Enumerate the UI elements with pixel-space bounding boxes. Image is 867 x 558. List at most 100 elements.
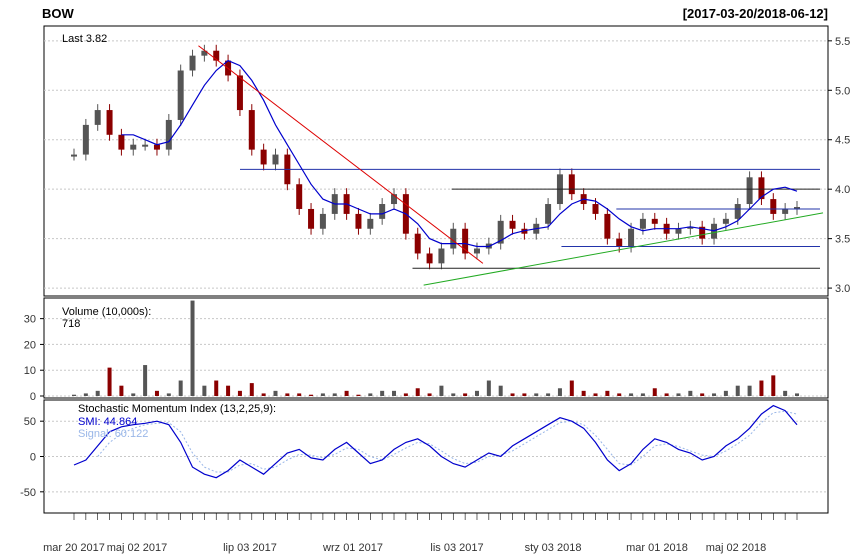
price-bar [450,228,457,249]
price-bar [628,228,635,247]
price-bar [71,154,77,157]
price-bar [473,248,480,254]
price-bar [189,55,196,71]
price-bar [794,206,800,209]
volume-bar [214,380,219,396]
price-bar [248,110,255,150]
price-bar [118,134,125,150]
volume-bar [273,390,278,396]
volume-bar [297,393,302,396]
price-bar [177,70,184,120]
smi-signal-value-label: Signal: 60.122 [78,428,148,440]
price-bar [94,110,101,125]
smi-tick-label: 50 [24,416,36,428]
price-tick-label: 4.0 [835,184,850,196]
volume-bar [712,393,717,396]
volume-bar [249,383,254,396]
volume-bar [510,393,515,396]
price-tick-label: 4.5 [835,135,850,147]
volume-bar [190,300,195,396]
moving-average-line [121,59,798,248]
price-bar [153,144,160,150]
price-bar [746,177,753,205]
volume-bar [72,394,76,396]
volume-label: Volume (10,000s): [62,306,151,318]
volume-bar [226,385,231,396]
volume-bar [143,365,148,396]
uptrend-line [423,212,824,286]
price-bar [165,119,172,150]
price-bar [568,174,575,195]
volume-bar [593,393,598,396]
volume-bar [688,390,693,396]
volume-bar [735,385,740,396]
price-bar [260,149,267,165]
price-bar [758,177,765,200]
price-bar [734,204,741,219]
volume-bar [795,393,799,396]
price-bar [462,228,469,254]
volume-bar [451,393,456,396]
price-bar [651,218,658,224]
x-tick-label: maj 02 2018 [706,542,767,554]
volume-bar [392,390,397,396]
price-tick-label: 5.5 [835,36,850,48]
volume-bar [652,388,657,396]
volume-bar [261,393,266,396]
date-range: [2017-03-20/2018-06-12] [682,6,828,21]
volume-bar [617,393,622,396]
volume-panel [43,297,829,399]
volume-bar [368,393,373,396]
volume-bar [320,393,325,396]
price-bar [722,218,729,224]
price-bar [319,213,326,229]
last-price-label: Last 3.82 [62,33,107,45]
price-bar [367,218,374,229]
volume-bar [83,393,88,396]
price-tick-label: 5.0 [835,85,850,97]
volume-bar [202,385,207,396]
price-bar [414,233,421,254]
price-bar [426,253,433,264]
price-bar [142,144,149,147]
volume-bar [759,380,764,396]
volume-bar [557,388,562,396]
price-bar [604,213,611,239]
ticker-title: BOW [42,6,74,21]
price-bar [497,220,504,244]
volume-tick-label: 10 [24,365,36,377]
volume-bar [640,393,645,396]
volume-bar [309,394,314,396]
volume-bar [344,390,349,396]
x-tick-label: maj 02 2017 [107,542,168,554]
price-bar [616,238,623,247]
volume-bar [380,390,385,396]
volume-bar [332,393,337,396]
smi-signal-line [97,410,798,473]
volume-bar [747,385,752,396]
volume-bar [415,388,420,396]
volume-last-value: 718 [62,318,80,330]
price-bar [687,226,694,229]
volume-bar [427,393,432,396]
x-tick-label: sty 03 2018 [525,542,582,554]
volume-bar [534,393,539,396]
price-bar [213,50,220,61]
volume-bar [629,393,634,396]
price-bar [639,218,646,229]
price-bar [782,208,789,214]
volume-bar [676,393,681,396]
volume-bar [664,393,669,396]
x-tick-label: wrz 01 2017 [322,542,383,554]
smi-value-label: SMI: 44.864 [78,416,137,428]
price-bar [379,204,386,219]
price-bar [201,50,208,56]
x-tick-label: lip 03 2017 [223,542,277,554]
volume-bar [95,390,100,396]
volume-bar [178,380,183,396]
volume-bar [403,393,408,396]
smi-tick-label: -50 [20,487,36,499]
volume-bar [605,390,610,396]
volume-bar [356,394,361,396]
